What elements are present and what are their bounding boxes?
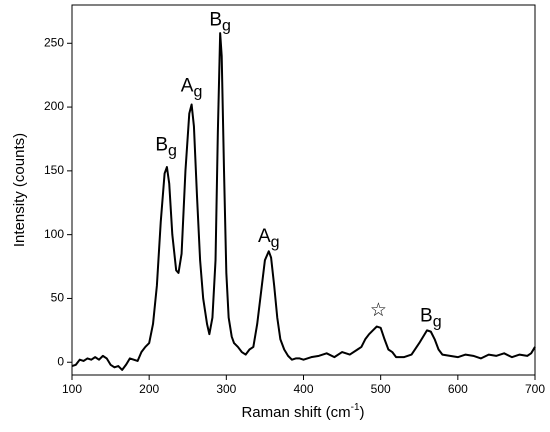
annotation: Bg	[420, 305, 442, 330]
annotation: Ag	[181, 76, 203, 101]
annotation: Ag	[258, 226, 280, 251]
annotation: Bg	[209, 9, 231, 34]
x-tick-label: 700	[525, 382, 545, 396]
y-tick-label: 0	[57, 354, 64, 368]
annotation-subscript: g	[222, 18, 231, 35]
x-tick-label: 500	[371, 382, 391, 396]
annotation-text: ☆	[370, 300, 387, 321]
annotation-text: B	[155, 134, 168, 155]
spectrum-line	[71, 32, 536, 371]
x-tick-label: 200	[139, 382, 159, 396]
y-tick-label: 200	[44, 99, 64, 113]
annotation: Bg	[155, 134, 177, 159]
y-tick-label: 100	[44, 227, 64, 241]
x-tick-label: 100	[62, 382, 82, 396]
x-axis-label: Raman shift (cm-1)	[241, 402, 364, 421]
x-axis-label-text: Raman shift (cm	[241, 404, 350, 421]
annotation-subscript: g	[193, 84, 202, 101]
annotation-text: B	[420, 305, 433, 326]
annotation-subscript: g	[168, 143, 177, 160]
x-tick-label: 400	[293, 382, 313, 396]
annotation-text: B	[209, 9, 222, 30]
y-axis-label: Intensity (counts)	[11, 133, 28, 247]
annotation: ☆	[370, 300, 387, 321]
x-tick-label: 600	[448, 382, 468, 396]
x-tick-label: 300	[216, 382, 236, 396]
annotation-text: A	[258, 226, 271, 247]
y-tick-label: 50	[51, 291, 65, 305]
plot-frame	[71, 4, 536, 376]
annotation-subscript: g	[433, 314, 442, 331]
x-axis-label-end: )	[360, 404, 365, 421]
annotation-text: A	[181, 76, 194, 97]
annotation-subscript: g	[271, 234, 280, 251]
x-axis-label-sup: -1	[351, 402, 360, 413]
y-tick-label: 150	[44, 163, 64, 177]
y-tick-label: 250	[44, 35, 64, 49]
